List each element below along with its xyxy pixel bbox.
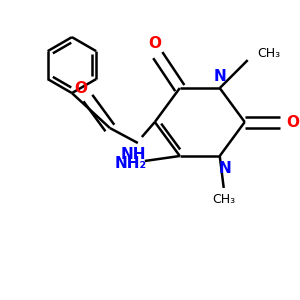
Text: O: O (74, 81, 87, 96)
Text: N: N (213, 69, 226, 84)
Text: CH₃: CH₃ (212, 194, 235, 206)
Text: CH₃: CH₃ (258, 46, 281, 60)
Text: O: O (286, 115, 299, 130)
Text: NH₂: NH₂ (115, 157, 147, 172)
Text: O: O (148, 36, 161, 51)
Text: N: N (218, 161, 231, 176)
Text: NH: NH (121, 148, 147, 163)
